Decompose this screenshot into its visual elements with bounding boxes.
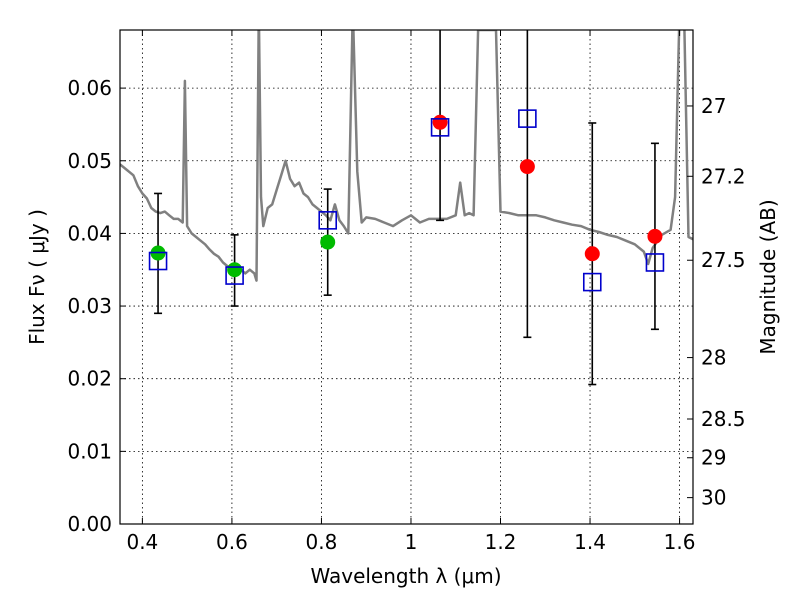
x-tick-label: 0.8 xyxy=(306,530,338,554)
right-tick-label: 27 xyxy=(701,94,726,118)
x-tick-label: 1.4 xyxy=(574,530,606,554)
right-tick-label: 28.5 xyxy=(701,407,746,431)
model-photometry-box xyxy=(518,109,537,128)
right-tick-label: 28 xyxy=(701,346,726,370)
model-photometry-box xyxy=(148,251,168,271)
x-axis-label: Wavelength λ (μm) xyxy=(310,564,501,588)
observed-point xyxy=(320,234,336,250)
model-photometry-box xyxy=(225,266,244,285)
right-tick-label: 30 xyxy=(701,486,726,510)
observed-point xyxy=(227,262,243,278)
observed-point xyxy=(647,228,663,244)
right-tick-label: 27.5 xyxy=(701,248,746,272)
observed-point xyxy=(519,159,535,175)
observed-point xyxy=(584,246,600,262)
observed-point xyxy=(432,114,448,130)
model-spectrum-layer xyxy=(120,30,693,282)
plot-area xyxy=(120,30,693,524)
plot-frame xyxy=(119,29,694,525)
model-spectrum-line xyxy=(120,30,693,282)
x-tick-label: 1.2 xyxy=(485,530,517,554)
right-tick-label: 27.2 xyxy=(701,164,746,188)
y-tick-label: 0.05 xyxy=(67,149,112,173)
x-tick-label: 0.4 xyxy=(126,530,158,554)
y-tick-label: 0.01 xyxy=(67,439,112,463)
y-tick-label: 0.03 xyxy=(67,294,112,318)
x-tick-label: 1.6 xyxy=(664,530,696,554)
right-axis-label: Magnitude (AB) xyxy=(756,199,780,354)
model-photometry-box xyxy=(645,253,665,272)
model-photometry-box xyxy=(430,118,450,137)
y-tick-label: 0.06 xyxy=(67,76,112,100)
x-tick-label: 1 xyxy=(405,530,418,554)
model-photometry-box xyxy=(318,211,338,230)
right-tick-label: 29 xyxy=(701,446,726,470)
y-tick-label: 0.02 xyxy=(67,367,112,391)
y-axis-label: Flux Fν ( μJy ) xyxy=(25,209,49,345)
axis-ticks: 0.4 0.6 0.8 1 1.2 1.4 1.6 0.00 0.01 0.02 0.03 0.04 0… xyxy=(67,30,746,554)
grid xyxy=(120,30,693,524)
y-tick-label: 0.04 xyxy=(67,221,112,245)
model-photometry-box xyxy=(582,272,602,292)
y-tick-label: 0.00 xyxy=(67,512,112,536)
model-photometry-layer xyxy=(148,109,665,292)
x-tick-label: 0.6 xyxy=(216,530,248,554)
